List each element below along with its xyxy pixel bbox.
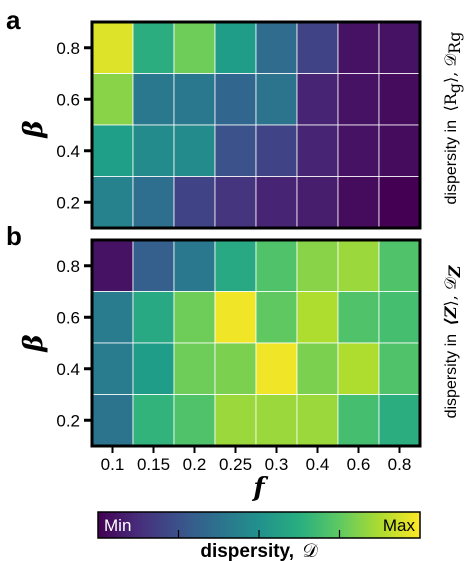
heatmap-cell <box>378 73 421 126</box>
y-tick-label: 0.4 <box>56 360 80 379</box>
x-tick-label: 0.8 <box>388 455 412 474</box>
y-tick-label: 0.4 <box>56 142 80 161</box>
heatmap-cell <box>214 291 257 344</box>
heatmap-cell <box>173 342 216 395</box>
heatmap-cell <box>337 21 380 74</box>
panel-b-letter: b <box>6 221 22 251</box>
heatmap-cell <box>132 342 175 395</box>
colorbar-ticks <box>177 530 341 538</box>
heatmap-cell <box>378 21 421 74</box>
y-tick-label: 0.6 <box>56 308 80 327</box>
heatmap-cell <box>296 342 339 395</box>
heatmap-cell <box>91 124 134 177</box>
heatmap-cell <box>296 176 339 229</box>
heatmap-cell <box>296 394 339 447</box>
heatmap-cell <box>91 342 134 395</box>
heatmap-cell <box>337 239 380 292</box>
heatmap-cell <box>132 73 175 126</box>
y-tick-label: 0.8 <box>56 39 80 58</box>
panel-b-side-label: dispersity in ⟨Z⟩, 𝒟Z <box>441 264 464 418</box>
heatmap-cell <box>132 21 175 74</box>
x-tick-label: 0.2 <box>183 455 207 474</box>
heatmap-cell <box>214 342 257 395</box>
x-axis-title: f <box>251 473 268 503</box>
heatmap-cell <box>337 291 380 344</box>
colorbar-min-label: Min <box>104 516 131 535</box>
x-tick-label: 0.4 <box>306 455 330 474</box>
heatmap-cell <box>214 394 257 447</box>
heatmap-cell <box>214 176 257 229</box>
panel-a-letter: a <box>6 5 21 35</box>
panel-a-side-label: dispersity in ⟨Rg⟩, 𝒟Rg <box>441 32 464 205</box>
heatmap-cell <box>173 394 216 447</box>
heatmap-cell <box>91 73 134 126</box>
heatmap-cell <box>255 21 298 74</box>
heatmap-cell <box>255 124 298 177</box>
heatmap-panel-b: 0.8 0.6 0.4 0.2 0.1 0.15 0.2 0.25 0.3 0.4 0.6 0.8 <box>56 238 422 474</box>
plot-frame <box>90 238 422 448</box>
y-tick-label: 0.6 <box>56 90 80 109</box>
heatmap-cell <box>255 176 298 229</box>
heatmap-cell <box>296 124 339 177</box>
heatmap-cell <box>255 342 298 395</box>
heatmap-cell <box>378 394 421 447</box>
heatmap-cell <box>214 239 257 292</box>
x-tick-label: 0.6 <box>347 455 371 474</box>
x-tick-label: 0.3 <box>265 455 289 474</box>
heatmap-cell <box>132 394 175 447</box>
heatmap-cell <box>91 394 134 447</box>
heatmap-cell <box>378 239 421 292</box>
heatmap-cell <box>214 21 257 74</box>
heatmap-cell <box>296 73 339 126</box>
heatmap-cell <box>337 342 380 395</box>
heatmap-cell <box>91 239 134 292</box>
heatmap-cell <box>378 342 421 395</box>
colorbar-max-label: Max <box>383 516 416 535</box>
heatmap-cell <box>255 73 298 126</box>
heatmap-cell <box>214 124 257 177</box>
heatmap-panel-a: 0.8 0.6 0.4 0.2 <box>56 20 422 230</box>
heatmap-cell <box>296 291 339 344</box>
heatmap-cell <box>296 21 339 74</box>
heatmap-cell <box>173 176 216 229</box>
heatmap-cell <box>255 291 298 344</box>
panel-a-ylabel: β <box>19 120 49 138</box>
heatmap-cell <box>255 239 298 292</box>
x-tick-label: 0.15 <box>137 455 170 474</box>
heatmap-cell <box>214 73 257 126</box>
heatmap-cell <box>296 239 339 292</box>
y-tick-label: 0.2 <box>56 411 80 430</box>
heatmap-cell <box>378 124 421 177</box>
colorbar-title: dispersity, 𝒟 <box>200 540 318 561</box>
heatmap-cell <box>173 124 216 177</box>
heatmap-cell <box>91 21 134 74</box>
y-tick-label: 0.8 <box>56 257 80 276</box>
panel-b-ylabel: β <box>19 334 49 352</box>
y-tick-label: 0.2 <box>56 193 80 212</box>
heatmap-cell <box>337 124 380 177</box>
heatmap-cell <box>173 73 216 126</box>
heatmap-cell <box>337 176 380 229</box>
heatmap-cell <box>132 239 175 292</box>
x-tick-label: 0.1 <box>101 455 125 474</box>
heatmap-cell <box>173 21 216 74</box>
plot-frame <box>90 20 422 230</box>
heatmap-cell <box>132 291 175 344</box>
heatmap-cell <box>378 291 421 344</box>
heatmap-cell <box>255 394 298 447</box>
heatmap-cell <box>91 176 134 229</box>
heatmap-cell <box>132 176 175 229</box>
heatmap-cell <box>337 73 380 126</box>
heatmap-cell <box>173 239 216 292</box>
heatmap-cell <box>132 124 175 177</box>
heatmap-cell <box>378 176 421 229</box>
heatmap-cell <box>337 394 380 447</box>
heatmap-cell <box>173 291 216 344</box>
heatmap-cell <box>91 291 134 344</box>
x-tick-label: 0.25 <box>219 455 252 474</box>
